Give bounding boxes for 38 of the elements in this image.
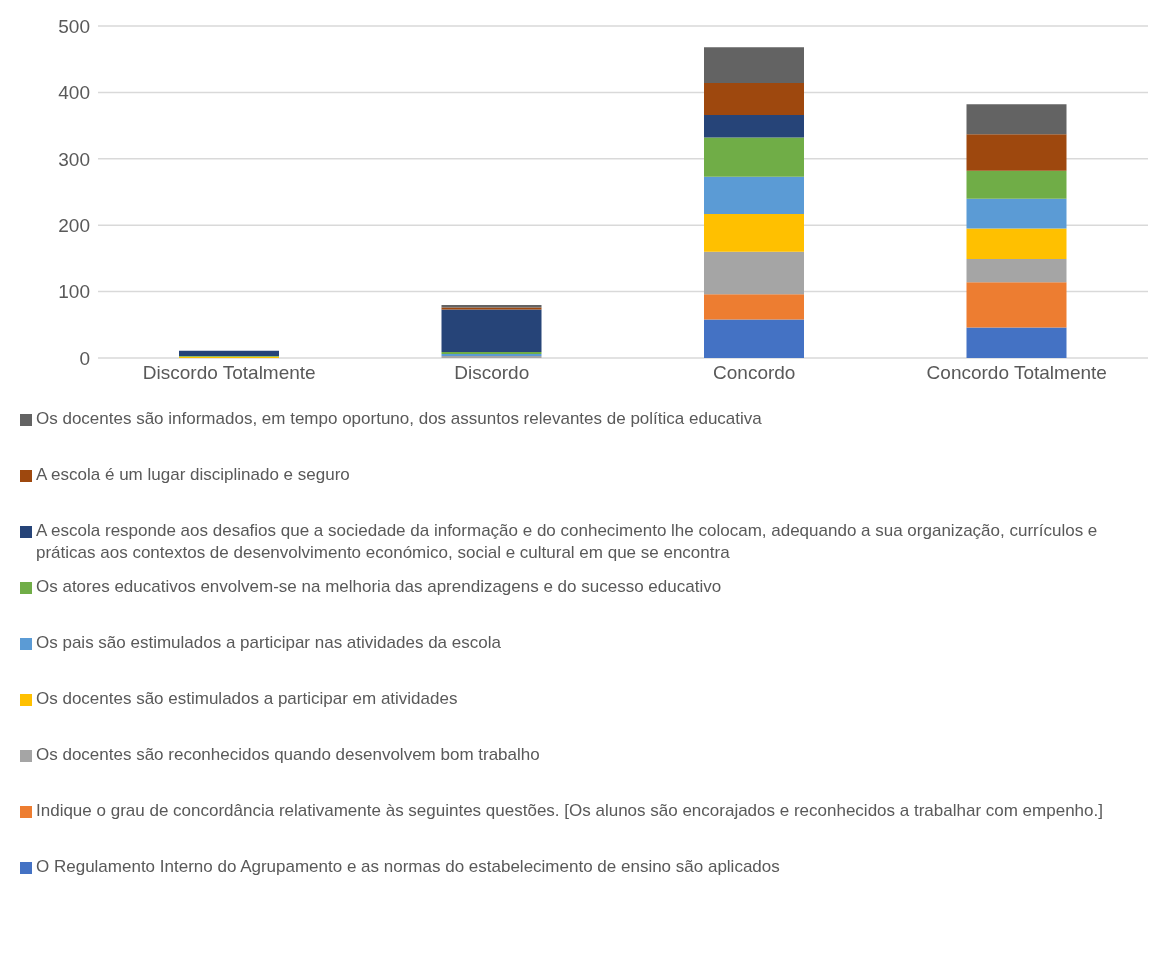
legend-label: A escola é um lugar disciplinado e seguro (36, 464, 350, 486)
bar (966, 198, 1067, 229)
bar (966, 259, 1067, 283)
bar (179, 350, 279, 357)
bar (704, 213, 804, 252)
y-tick-label: 400 (58, 82, 90, 104)
legend-label: Os atores educativos envolvem-se na melhoria das aprendizagens e do sucesso educativo (36, 576, 722, 598)
bar (704, 47, 804, 84)
bar (704, 319, 804, 358)
bar (441, 309, 542, 353)
y-tick-label: 0 (79, 347, 90, 369)
y-tick-label: 200 (58, 214, 90, 236)
bar (966, 104, 1067, 135)
x-tick-label: Concordo (713, 362, 796, 384)
bar (966, 170, 1067, 199)
y-tick-label: 500 (58, 15, 90, 37)
bar (704, 176, 804, 214)
bar (704, 294, 804, 320)
legend-label: O Regulamento Interno do Agrupamento e as normas do estabelecimento de ensino são aplicados (36, 856, 780, 878)
legend-label: A escola responde aos desafios que a sociedade da informação e do conhecimento lhe colocam, adequando a sua organização, currículos e práticas aos contextos de desenvolvimento económico, social e cultural em que se encontra (36, 520, 1099, 564)
bar (966, 327, 1067, 358)
legend-label: Os docentes são informados, em tempo oportuno, dos assuntos relevantes de política educativa (36, 408, 762, 430)
x-tick-label: Concordo Totalmente (926, 362, 1107, 384)
bar (704, 83, 804, 115)
x-tick-label: Discordo Totalmente (142, 362, 316, 384)
x-tick-label: Discordo (454, 362, 530, 384)
bar (966, 282, 1067, 328)
bar (704, 114, 804, 138)
bar (966, 228, 1067, 260)
bar (704, 251, 804, 295)
bar (704, 137, 804, 177)
bar (966, 134, 1067, 171)
legend-label: Indique o grau de concordância relativamente às seguintes questões. [Os alunos são encorajados e reconhecidos a trabalhar com empenho.] (36, 800, 1103, 822)
y-tick-label: 300 (58, 148, 90, 170)
legend-label: Os pais são estimulados a participar nas atividades da escola (36, 632, 501, 654)
legend-label: Os docentes são reconhecidos quando desenvolvem bom trabalho (36, 744, 540, 766)
y-tick-label: 100 (58, 281, 90, 303)
legend-label: Os docentes são estimulados a participar em atividades (36, 688, 458, 710)
